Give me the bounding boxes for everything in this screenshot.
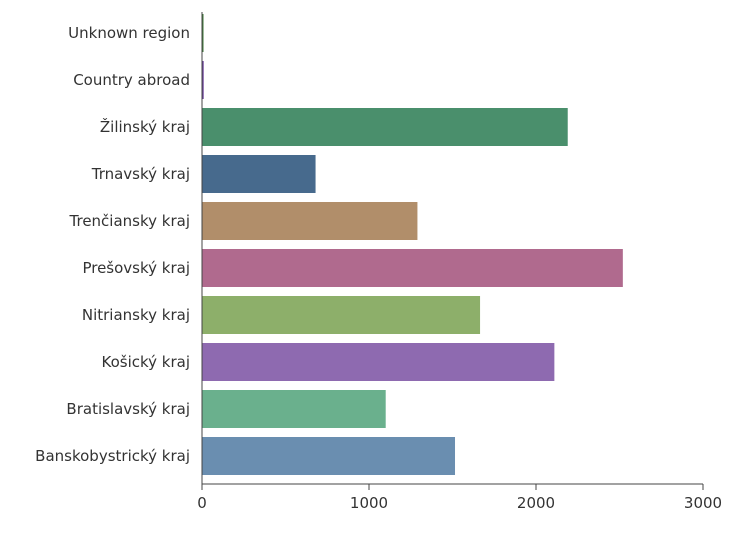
x-axis-ticks: 0 1000 2000 3000	[197, 484, 722, 512]
category-label-2: Žilinský kraj	[100, 117, 190, 136]
x-tick-label-0: 0	[197, 494, 207, 512]
bar-5	[202, 249, 623, 287]
x-tick-label-1: 1000	[350, 494, 388, 512]
bar-4	[202, 202, 418, 240]
category-label-1: Country abroad	[73, 71, 190, 89]
x-tick-label-3: 3000	[684, 494, 722, 512]
category-label-5: Prešovský kraj	[82, 259, 190, 277]
category-label-4: Trenčiansky kraj	[69, 212, 190, 230]
bar-0	[202, 14, 204, 52]
bar-2	[202, 108, 568, 146]
category-label-0: Unknown region	[68, 24, 190, 42]
x-tick-label-2: 2000	[517, 494, 555, 512]
category-labels: Unknown region Country abroad Žilinský kra…	[35, 24, 190, 465]
bar-9	[202, 437, 456, 475]
category-label-9: Banskobystrický kraj	[35, 447, 190, 465]
category-label-8: Bratislavský kraj	[66, 400, 190, 418]
bar-3	[202, 155, 316, 193]
category-label-7: Košický kraj	[101, 353, 190, 371]
bar-1	[202, 61, 204, 99]
bars-group	[202, 14, 623, 475]
bar-6	[202, 296, 481, 334]
bar-7	[202, 343, 555, 381]
category-label-3: Trnavský kraj	[91, 165, 190, 183]
category-label-6: Nitriansky kraj	[82, 306, 190, 324]
bar-8	[202, 390, 386, 428]
